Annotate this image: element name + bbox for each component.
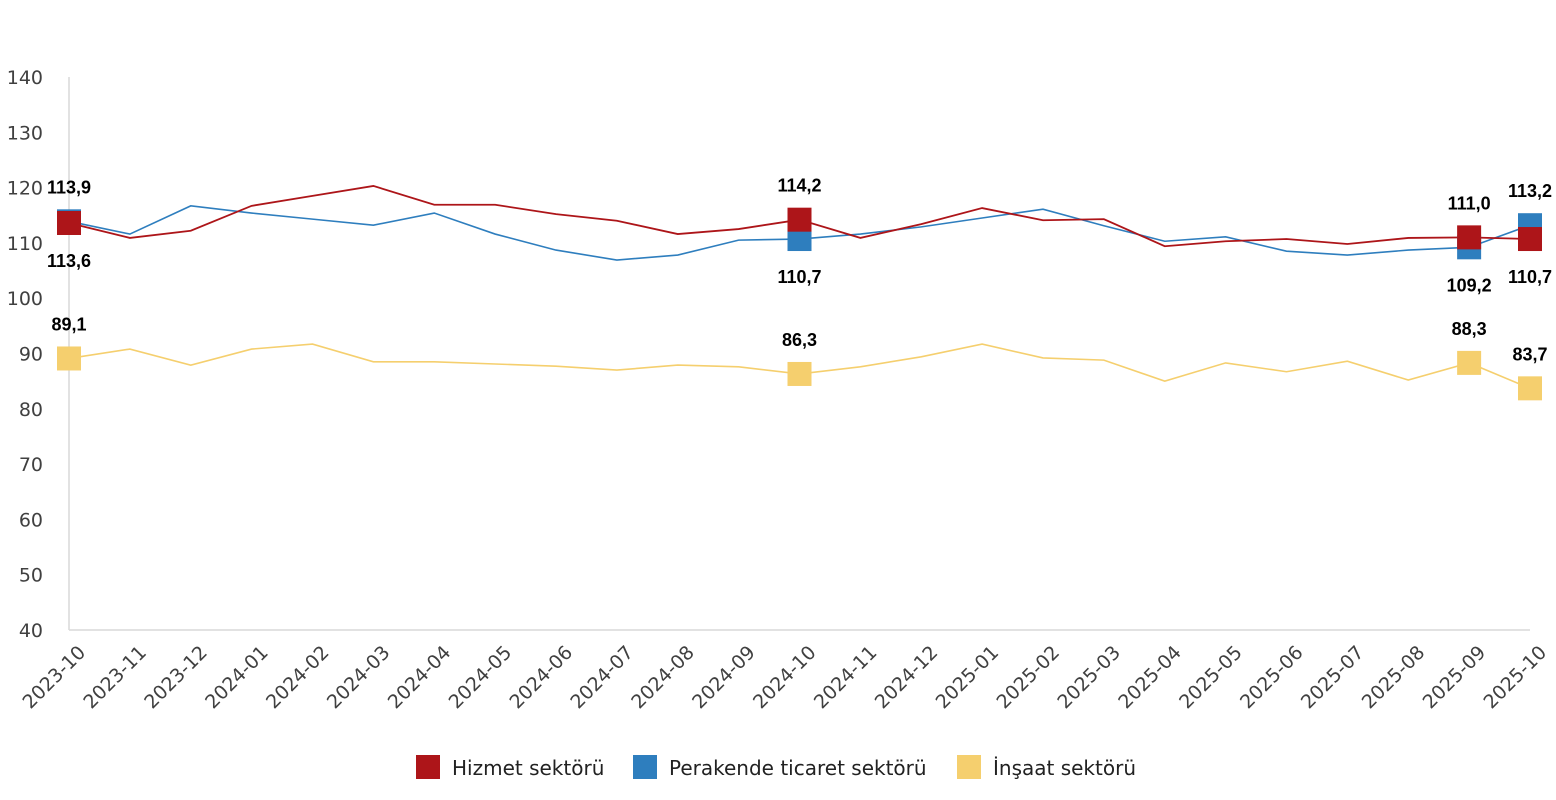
x-tick-label: 2024-02 bbox=[262, 642, 334, 714]
x-tick-label: 2025-10 bbox=[1479, 642, 1551, 714]
x-tick-label: 2024-04 bbox=[384, 642, 456, 714]
legend-label: İnşaat sektörü bbox=[993, 756, 1136, 780]
data-label: 113,9 bbox=[47, 177, 91, 197]
data-marker bbox=[57, 210, 81, 235]
x-tick-label: 2025-07 bbox=[1297, 642, 1369, 714]
legend-swatch bbox=[957, 755, 981, 779]
legend-swatch bbox=[416, 755, 440, 779]
data-label: 109,2 bbox=[1447, 275, 1492, 295]
data-label: 110,7 bbox=[1508, 267, 1552, 287]
y-tick-label: 100 bbox=[7, 288, 43, 310]
data-marker bbox=[787, 361, 812, 386]
y-tick-label: 130 bbox=[7, 122, 43, 144]
y-tick-label: 120 bbox=[7, 178, 43, 200]
legend-label: Hizmet sektörü bbox=[452, 756, 604, 780]
data-marker bbox=[787, 207, 812, 232]
x-tick-label: 2025-03 bbox=[1053, 642, 1125, 714]
x-tick-label: 2023-10 bbox=[18, 642, 90, 714]
x-tick-label: 2025-08 bbox=[1358, 642, 1430, 714]
x-tick-label: 2024-05 bbox=[445, 642, 517, 714]
data-label: 111,0 bbox=[1448, 193, 1491, 213]
x-tick-label: 2025-06 bbox=[1236, 642, 1308, 714]
x-tick-label: 2024-12 bbox=[871, 642, 943, 714]
data-marker bbox=[1457, 225, 1482, 250]
x-tick-label: 2024-07 bbox=[566, 642, 638, 714]
data-label: 113,6 bbox=[47, 251, 91, 271]
y-tick-label: 50 bbox=[19, 565, 43, 587]
y-tick-label: 40 bbox=[19, 620, 43, 642]
x-tick-label: 2025-05 bbox=[1175, 642, 1247, 714]
data-label: 114,2 bbox=[777, 176, 821, 196]
x-tick-label: 2024-09 bbox=[688, 642, 760, 714]
data-label: 86,3 bbox=[782, 330, 817, 350]
y-tick-label: 90 bbox=[19, 344, 43, 366]
x-tick-label: 2024-10 bbox=[749, 642, 821, 714]
x-tick-label: 2024-01 bbox=[201, 642, 273, 714]
data-label: 83,7 bbox=[1512, 344, 1547, 364]
x-tick-label: 2024-11 bbox=[810, 642, 882, 714]
data-label: 88,3 bbox=[1452, 319, 1487, 339]
x-tick-label: 2023-12 bbox=[140, 642, 212, 714]
y-tick-label: 80 bbox=[19, 399, 43, 421]
y-tick-label: 70 bbox=[19, 454, 43, 476]
data-marker bbox=[1457, 350, 1482, 375]
x-tick-label: 2025-02 bbox=[992, 642, 1064, 714]
data-marker bbox=[57, 346, 81, 371]
x-tick-label: 2024-08 bbox=[627, 642, 699, 714]
x-tick-label: 2023-11 bbox=[79, 642, 151, 714]
legend-swatch bbox=[633, 755, 657, 779]
x-tick-label: 2024-03 bbox=[323, 642, 395, 714]
y-tick-label: 60 bbox=[19, 509, 43, 531]
legend-label: Perakende ticaret sektörü bbox=[669, 756, 927, 780]
data-label: 89,1 bbox=[51, 314, 86, 334]
data-marker bbox=[1518, 227, 1542, 252]
x-tick-label: 2025-09 bbox=[1419, 642, 1491, 714]
data-label: 110,7 bbox=[777, 267, 821, 287]
y-tick-label: 140 bbox=[7, 67, 43, 89]
data-marker bbox=[1518, 376, 1542, 401]
x-tick-label: 2025-01 bbox=[932, 642, 1004, 714]
y-tick-label: 110 bbox=[7, 233, 43, 255]
data-label: 113,2 bbox=[1508, 181, 1552, 201]
x-tick-label: 2025-04 bbox=[1114, 642, 1186, 714]
x-tick-label: 2024-06 bbox=[505, 642, 577, 714]
